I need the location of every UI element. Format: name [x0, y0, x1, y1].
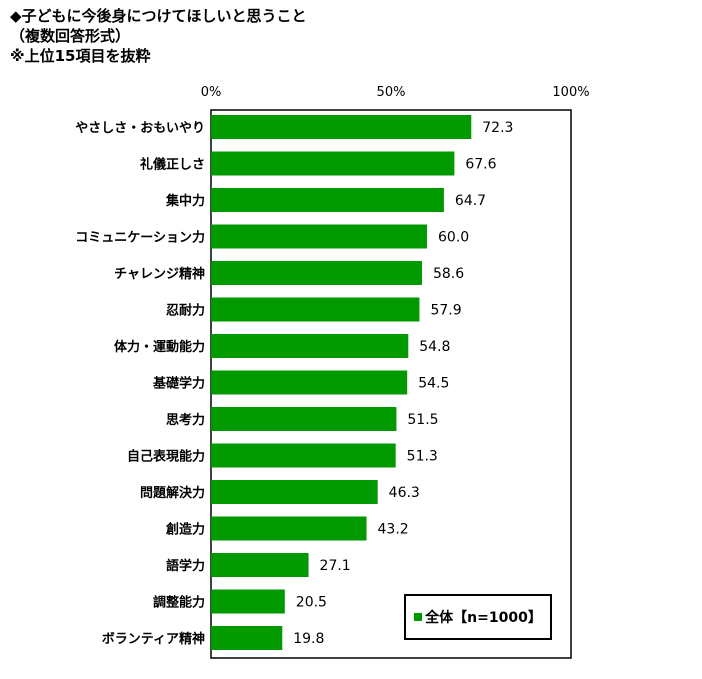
value-label: 27.1: [320, 558, 351, 574]
category-label: 調整能力: [153, 595, 205, 611]
category-label: 忍耐力: [166, 303, 205, 319]
x-tick-label: 0%: [201, 85, 222, 100]
bar: [211, 516, 367, 541]
value-label: 43.2: [378, 522, 409, 538]
category-label: 問題解決力: [140, 485, 205, 501]
bar: [211, 261, 422, 285]
category-label: 体力・運動能力: [114, 339, 205, 355]
bar: [211, 334, 409, 358]
bar-series: [211, 115, 472, 650]
chart-header: ◆子どもに今後身につけてほしいと思うこと （複数回答形式） ※上位15項目を抜粋: [10, 6, 307, 66]
category-label: 語学力: [166, 558, 205, 574]
bar: [211, 151, 455, 176]
value-label: 67.6: [465, 157, 496, 173]
chart-subtitle: （複数回答形式）: [10, 27, 131, 45]
category-label: 集中力: [165, 193, 205, 209]
x-tick-label: 50%: [377, 85, 406, 100]
legend: 全体【n=1000】: [404, 594, 552, 640]
category-label: 基礎学力: [152, 376, 205, 392]
value-label: 60.0: [438, 230, 469, 246]
legend-swatch: [414, 613, 423, 621]
chart-note: ※上位15項目を抜粋: [10, 47, 151, 65]
category-label: やさしさ・おもいやり: [75, 121, 205, 136]
bar: [211, 589, 285, 614]
bar: [211, 370, 408, 395]
value-label: 72.3: [482, 120, 513, 136]
value-label: 58.6: [433, 266, 464, 282]
x-axis-ticks: 0% 50% 100%: [201, 85, 590, 100]
bar: [211, 443, 396, 468]
chart-title: ◆子どもに今後身につけてほしいと思うこと: [10, 7, 307, 25]
value-label: 20.5: [296, 595, 327, 611]
bar: [211, 553, 309, 577]
value-label: 19.8: [293, 631, 324, 647]
category-label: 思考力: [166, 412, 205, 428]
category-label: 自己表現能力: [127, 449, 205, 465]
bar: [211, 297, 420, 322]
value-label: 46.3: [389, 485, 420, 501]
value-label: 54.5: [418, 376, 449, 392]
category-labels: やさしさ・おもいやり礼儀正しさ集中力コミュニケーション力チャレンジ精神忍耐力体力…: [75, 121, 205, 647]
value-label: 54.8: [419, 339, 450, 355]
category-label: 創造力: [165, 522, 205, 538]
bar: [211, 480, 378, 504]
value-label: 57.9: [430, 303, 461, 319]
value-label: 51.3: [407, 449, 438, 465]
category-label: コミュニケーション力: [75, 230, 205, 246]
bar: [211, 626, 283, 650]
value-labels: 72.3 67.6 64.7 60.0 58.6 57.9 54.8 54.5 51.5 51.3…: [293, 120, 513, 647]
value-label: 64.7: [455, 193, 486, 209]
category-label: チャレンジ精神: [114, 266, 205, 282]
bar: [211, 224, 427, 249]
value-label: 51.5: [407, 412, 438, 428]
category-label: 礼儀正しさ: [140, 157, 205, 173]
x-tick-label: 100%: [552, 85, 589, 100]
bar: [211, 115, 472, 139]
bar: [211, 407, 397, 431]
legend-label: 全体【n=1000】: [425, 610, 542, 626]
bar: [211, 188, 444, 212]
category-label: ボランティア精神: [102, 631, 205, 647]
